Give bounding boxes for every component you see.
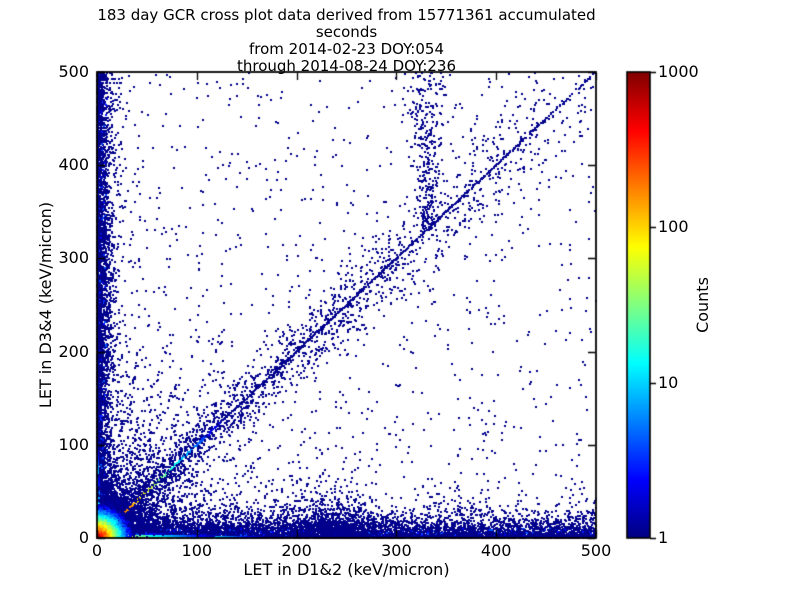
x-tick-label-0: 0 <box>91 541 103 560</box>
x-tick-label-500: 500 <box>580 541 612 560</box>
x-tick-label-400: 400 <box>480 541 512 560</box>
y-axis-label: LET in D3&4 (keV/micron) <box>36 201 55 409</box>
x-tick-label-200: 200 <box>281 541 312 560</box>
colorbar-tick-label-100: 100 <box>658 217 689 237</box>
x-tick-label-100: 100 <box>181 541 213 560</box>
chart-title-line-1: 183 day GCR cross plot data derived from… <box>97 6 596 41</box>
chart-title-line-3: through 2014-08-24 DOY:236 <box>236 57 457 75</box>
x-axis-label: LET in D1&2 (keV/micron) <box>243 560 450 579</box>
y-tick-label-0: 0 <box>78 528 89 547</box>
y-tick-label-400: 400 <box>58 155 89 175</box>
colorbar-tick-label-10: 10 <box>658 372 679 392</box>
y-tick-label-200: 200 <box>58 341 89 361</box>
y-tick-label-300: 300 <box>58 248 89 268</box>
chart-title-line-2: from 2014-02-23 DOY:054 <box>248 40 444 58</box>
x-tick-label-300: 300 <box>381 541 412 560</box>
y-tick-label-500: 500 <box>58 62 89 81</box>
colorbar-tick-label-1000: 1000 <box>658 62 699 81</box>
colorbar-tick-label-1: 1 <box>658 528 669 547</box>
chart-title: 183 day GCR cross plot data derived from… <box>97 7 596 75</box>
colorbar-label: Counts <box>693 277 712 333</box>
y-tick-label-100: 100 <box>58 434 89 454</box>
